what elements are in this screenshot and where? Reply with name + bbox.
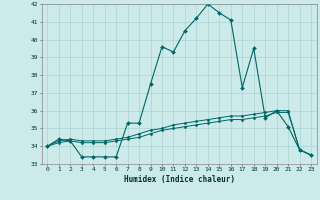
X-axis label: Humidex (Indice chaleur): Humidex (Indice chaleur) — [124, 175, 235, 184]
